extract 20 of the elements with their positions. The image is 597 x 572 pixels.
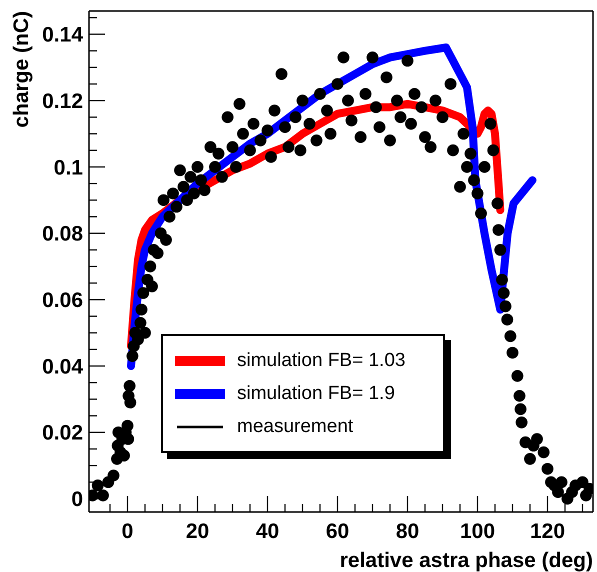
- x-tick-label: 60: [326, 520, 350, 543]
- y-axis-title: charge (nC): [10, 11, 33, 128]
- x-tick-label: 40: [256, 520, 280, 543]
- legend-label: simulation FB= 1.03: [237, 350, 406, 372]
- y-tick-label: 0: [71, 488, 83, 512]
- x-tick-label: 20: [186, 520, 210, 543]
- y-tick-label: 0.1: [54, 156, 84, 180]
- y-tick-label: 0.14: [42, 24, 84, 47]
- x-tick-label: 0: [122, 520, 134, 543]
- y-tick-label: 0.02: [42, 422, 83, 445]
- x-tick-label: 100: [460, 520, 496, 543]
- legend-label: simulation FB= 1.9: [237, 382, 395, 404]
- legend-label: measurement: [237, 416, 354, 438]
- y-tick-label: 0.12: [42, 90, 83, 113]
- x-tick-label: 120: [530, 520, 566, 543]
- x-tick-label: 80: [396, 520, 420, 543]
- y-tick-label: 0.04: [42, 355, 84, 378]
- x-axis-title: relative astra phase (deg): [340, 549, 593, 572]
- y-tick-label: 0.06: [42, 289, 83, 312]
- y-tick-label: 0.08: [42, 222, 84, 246]
